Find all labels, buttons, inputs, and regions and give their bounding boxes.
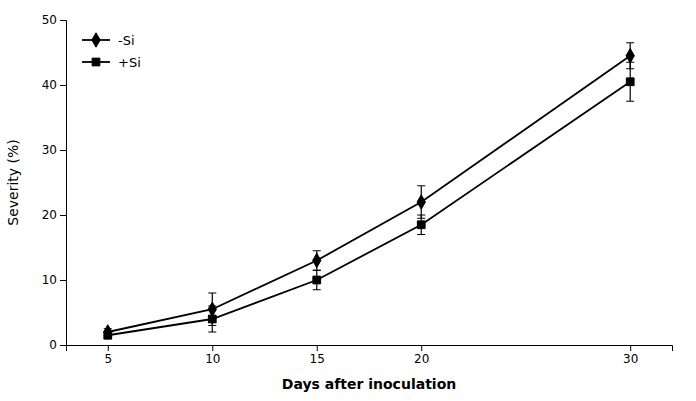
tick-label: 30	[42, 143, 57, 157]
legend-label: +Si	[118, 55, 141, 70]
point	[313, 276, 321, 284]
tick-mark	[60, 345, 66, 346]
series	[104, 62, 634, 339]
tick-mark	[108, 345, 109, 351]
tick-label: 5	[104, 352, 112, 366]
y-axis-title: Severity (%)	[5, 139, 21, 226]
series	[104, 43, 635, 339]
tick-mark	[212, 345, 213, 351]
tick: 40	[42, 78, 66, 92]
legend-marker	[92, 33, 100, 47]
tick-label: 10	[42, 273, 57, 287]
tick-mark	[317, 345, 318, 351]
tick: 50	[42, 13, 66, 27]
legend-item: -Si	[82, 33, 135, 48]
error-bar	[417, 186, 425, 219]
tick: 20	[414, 345, 429, 366]
tick-mark	[421, 345, 422, 351]
tick: 30	[623, 345, 638, 366]
legend-label: -Si	[118, 33, 135, 48]
error-bar	[417, 215, 425, 235]
axis-line	[60, 21, 67, 346]
tick-mark	[60, 215, 66, 216]
tick-label: 10	[205, 352, 220, 366]
tick-mark	[60, 150, 66, 151]
tick-label: 20	[42, 208, 57, 222]
tick-mark	[630, 345, 631, 351]
line	[108, 56, 630, 332]
line	[108, 82, 630, 336]
tick: 0	[49, 338, 66, 352]
axis-line	[67, 346, 673, 352]
chart: 5 10 15 20 30 0 10 20 30 40 50 -Si +Si Days after ino…	[0, 0, 696, 401]
x-axis-title: Days after inoculation	[282, 376, 456, 392]
point	[104, 325, 112, 339]
tick-mark	[60, 280, 66, 281]
tick: 20	[42, 208, 66, 222]
x-axis: 5 10 15 20 30	[67, 345, 673, 366]
point	[104, 331, 112, 339]
legend: -Si +Si	[82, 33, 141, 70]
tick-label: 15	[310, 352, 325, 366]
tick-label: 0	[49, 338, 57, 352]
legend-marker	[92, 58, 100, 66]
tick-label: 30	[623, 352, 638, 366]
tick-label: 50	[42, 13, 57, 27]
tick-label: 20	[414, 352, 429, 366]
data-area	[104, 43, 635, 339]
tick-mark	[60, 85, 66, 86]
point	[626, 78, 634, 86]
tick-mark	[60, 20, 66, 21]
error-bar	[626, 62, 634, 101]
error-bar	[208, 306, 216, 332]
point	[417, 221, 425, 229]
tick-label: 40	[42, 78, 57, 92]
tick: 10	[205, 345, 220, 366]
error-bar	[313, 251, 321, 271]
error-bar	[313, 270, 321, 290]
point	[313, 253, 321, 267]
point	[626, 49, 634, 63]
tick: 5	[104, 345, 112, 366]
plot: 5 10 15 20 30 0 10 20 30 40 50 -Si +Si	[42, 13, 673, 365]
point	[417, 195, 425, 209]
point	[208, 315, 216, 323]
tick: 30	[42, 143, 66, 157]
y-axis: 0 10 20 30 40 50	[42, 13, 67, 352]
legend-item: +Si	[82, 55, 141, 70]
tick: 15	[310, 345, 325, 366]
tick: 10	[42, 273, 66, 287]
